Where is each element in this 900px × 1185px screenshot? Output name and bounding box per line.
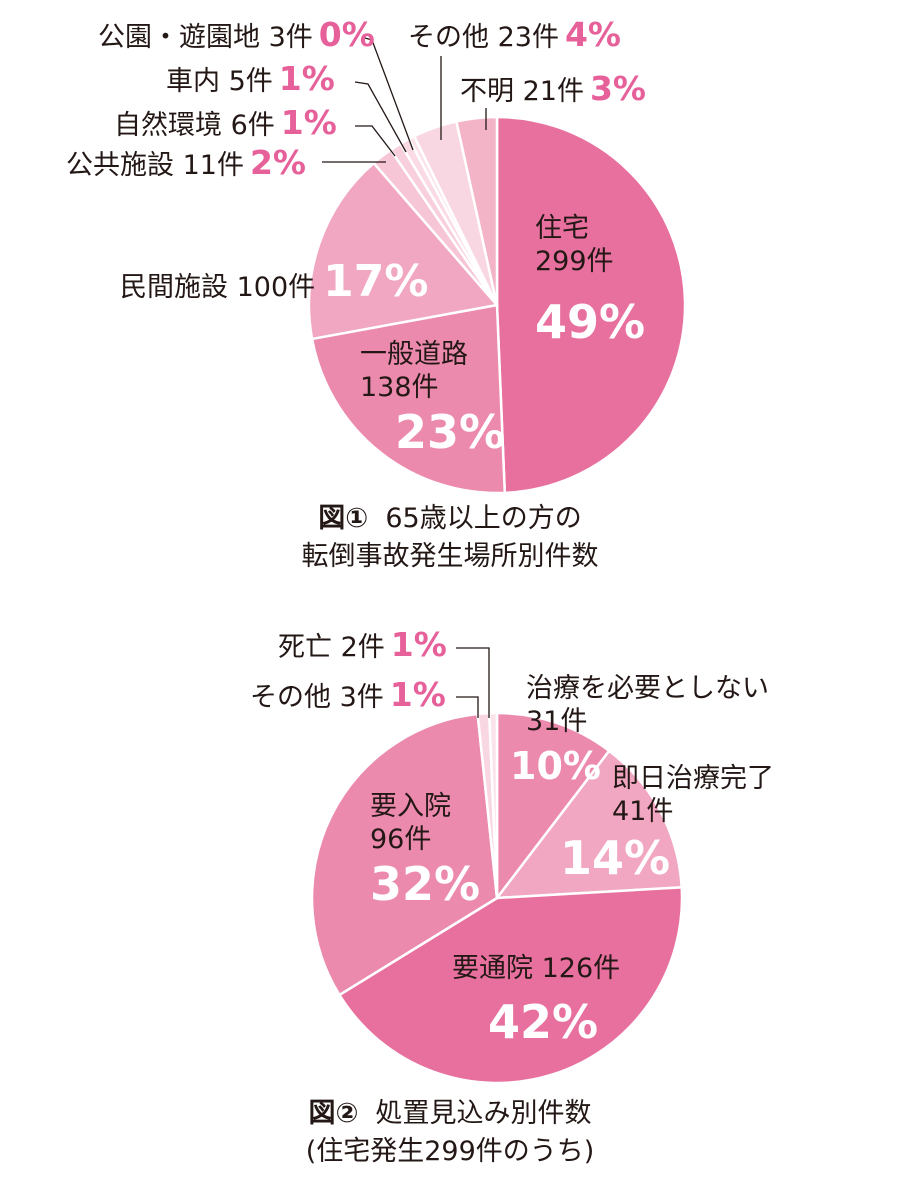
label-other1: その他 23件 4%	[408, 18, 621, 53]
label-road-name: 一般道路	[360, 339, 468, 370]
label-death: 死亡 2件 1%	[278, 628, 447, 663]
label-nature-count: 6件	[230, 110, 275, 141]
caption-fig2-line2: (住宅発生299件のうち)	[305, 1136, 595, 1167]
label-death-name: 死亡	[278, 632, 332, 663]
pie2-group	[310, 711, 684, 1085]
pie2-slice-2	[338, 886, 684, 1085]
label-outpatient-pct-wrap: 42%	[488, 994, 598, 1050]
label-private: 民間施設 100件 17%	[120, 260, 428, 308]
label-same-day-percent: 14%	[560, 831, 671, 885]
caption-fig2-line1: 図② 処置見込み別件数	[0, 1095, 900, 1133]
label-no-treatment: 治療を必要としない 31件 10%	[510, 672, 769, 794]
label-same-day-count: 41件	[612, 796, 674, 827]
label-private-count: 100件	[236, 272, 316, 303]
label-house-count: 299件	[535, 246, 614, 277]
label-car-percent: 1%	[278, 59, 335, 98]
label-unknown-name: 不明	[460, 76, 514, 107]
pie1-slice-1	[310, 303, 507, 495]
label-house-name: 住宅	[535, 213, 589, 244]
label-car-count: 5件	[228, 66, 273, 97]
pie1-slice-8	[455, 115, 499, 307]
label-hospitalize-name: 要入院	[370, 791, 451, 822]
caption-fig1-number: 図①	[318, 503, 369, 534]
caption-fig2: 図② 処置見込み別件数 (住宅発生299件のうち)	[0, 1095, 900, 1171]
leader-other2	[456, 696, 479, 718]
label-same-day-pct-wrap: 14%	[560, 830, 670, 886]
label-house: 住宅 299件 49%	[535, 212, 645, 350]
caption-fig2-number: 図②	[308, 1098, 359, 1129]
label-outpatient-percent: 42%	[488, 995, 599, 1049]
label-no-treatment-name: 治療を必要としない	[526, 673, 769, 704]
pie2-slice-0	[495, 711, 611, 900]
caption-fig1: 図① 65歳以上の方の 転倒事故発生場所別件数	[0, 500, 900, 576]
label-outpatient: 要通院 126件	[452, 952, 620, 985]
leader-nature	[355, 125, 396, 157]
label-other2-percent: 1%	[389, 675, 446, 714]
label-public-name: 公共施設	[66, 150, 174, 181]
caption-fig1-line1: 図① 65歳以上の方の	[0, 500, 900, 538]
leader-car	[354, 81, 407, 153]
pie1-slice-2	[307, 161, 499, 341]
label-other2-count: 3件	[339, 682, 384, 713]
label-same-day-name: 即日治療完了	[612, 763, 774, 794]
label-no-treatment-count: 31件	[526, 706, 588, 737]
label-no-treatment-percent: 10%	[510, 744, 601, 788]
label-nature-name: 自然環境	[114, 110, 222, 141]
label-outpatient-count: 126件	[541, 953, 621, 984]
label-road-count: 138件	[360, 372, 439, 403]
label-park: 公園・遊園地 3件 0%	[98, 18, 375, 53]
label-hospitalize-count: 96件	[370, 824, 432, 855]
label-private-percent: 17%	[323, 256, 429, 307]
label-nature: 自然環境 6件 1%	[114, 106, 337, 141]
pie2-slice-1	[495, 749, 683, 900]
label-other2: その他 3件 1%	[250, 678, 446, 713]
label-park-name: 公園・遊園地	[98, 22, 260, 53]
pie1-group	[307, 115, 687, 495]
label-nature-percent: 1%	[280, 103, 337, 142]
label-death-percent: 1%	[390, 625, 447, 664]
leader-park	[364, 37, 414, 151]
label-other1-percent: 4%	[564, 15, 621, 54]
pie2-slice-3	[310, 712, 499, 997]
label-same-day: 即日治療完了 41件	[612, 762, 774, 828]
label-public-percent: 2%	[249, 143, 306, 182]
caption-fig2-title: 処置見込み別件数	[375, 1098, 592, 1129]
caption-fig1-title: 65歳以上の方の	[385, 503, 582, 534]
caption-fig1-line2: 転倒事故発生場所別件数	[301, 541, 599, 572]
label-hospitalize-percent: 32%	[370, 857, 481, 911]
label-outpatient-name: 要通院	[452, 953, 533, 984]
pie1-slice-0	[495, 115, 687, 495]
label-public: 公共施設 11件 2%	[66, 146, 306, 181]
label-road: 一般道路 138件 23%	[360, 338, 505, 460]
label-unknown: 不明 21件 3%	[460, 72, 646, 107]
label-park-count: 3件	[268, 22, 313, 53]
leader-death	[456, 647, 490, 718]
label-other1-count: 23件	[497, 22, 559, 53]
label-road-percent: 23%	[395, 405, 506, 459]
label-unknown-count: 21件	[522, 76, 584, 107]
label-death-count: 2件	[340, 632, 385, 663]
label-unknown-percent: 3%	[589, 69, 646, 108]
label-other2-name: その他	[250, 682, 331, 713]
label-other1-name: その他	[408, 22, 489, 53]
label-hospitalize: 要入院 96件 32%	[370, 790, 480, 912]
label-park-percent: 0%	[318, 15, 375, 54]
label-car: 車内 5件 1%	[166, 62, 335, 97]
label-public-count: 11件	[182, 150, 244, 181]
label-car-name: 車内	[166, 66, 220, 97]
label-private-name: 民間施設	[120, 272, 228, 303]
label-house-percent: 49%	[535, 295, 646, 349]
